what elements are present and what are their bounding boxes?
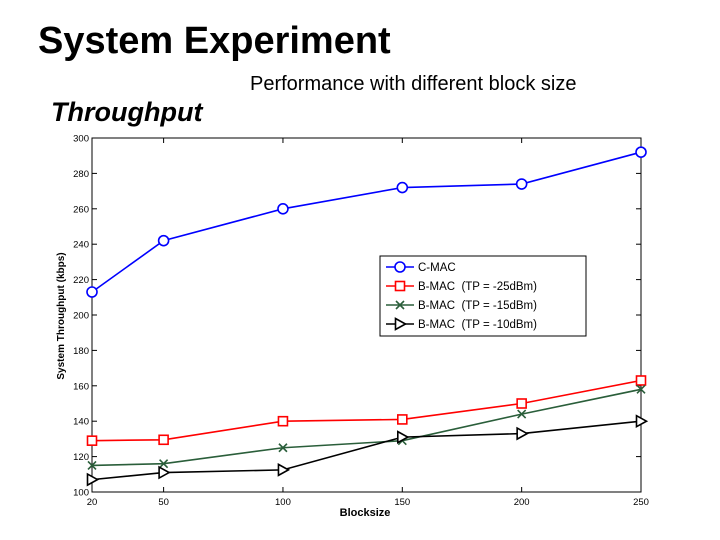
- data-point: [516, 426, 529, 441]
- legend-label: C-MAC: [418, 262, 456, 274]
- x-tick-label: 250: [633, 497, 649, 508]
- data-point: [86, 286, 98, 298]
- y-tick-label: 260: [73, 204, 89, 215]
- slide-title: System Experiment: [38, 20, 391, 62]
- legend-entry: B-MAC (TP = -25dBm): [386, 280, 537, 293]
- data-point: [394, 261, 406, 273]
- x-tick-label: 20: [87, 497, 98, 508]
- legend-entry: B-MAC (TP = -10dBm): [386, 317, 537, 331]
- data-point: [86, 472, 100, 487]
- data-point: [87, 460, 97, 471]
- data-point: [636, 384, 646, 394]
- data-point: [394, 317, 408, 331]
- data-point: [158, 434, 169, 446]
- series-line: [91, 388, 642, 467]
- data-point: [158, 465, 171, 480]
- series-1: [86, 146, 647, 298]
- y-tick-label: 300: [73, 134, 89, 145]
- data-point: [635, 146, 647, 158]
- legend-entry: C-MAC: [386, 261, 456, 274]
- data-point: [516, 398, 527, 409]
- series-line: [91, 379, 642, 442]
- y-tick-label: 160: [73, 381, 89, 392]
- x-tick-label: 200: [514, 497, 530, 508]
- slide-subtitle: Performance with different block size: [250, 73, 577, 95]
- data-point: [159, 459, 169, 469]
- series-4: [86, 414, 649, 487]
- section-title: Throughput: [51, 97, 203, 127]
- data-point: [277, 203, 289, 215]
- x-tick-label: 50: [158, 497, 169, 508]
- legend-box: [379, 255, 587, 337]
- legend-label: B-MAC (TP = -15dBm): [418, 300, 537, 312]
- y-tick-label: 240: [73, 240, 89, 251]
- y-axis-label: System Throughput (kbps): [56, 252, 67, 379]
- legend: C-MAC B-MAC (TP = -25dBm) B-MAC (TP = -15d…: [379, 255, 587, 337]
- data-point: [157, 234, 170, 247]
- series-layer: [86, 146, 649, 487]
- x-axis-label: Blocksize: [340, 507, 391, 519]
- y-tick-label: 200: [73, 311, 89, 322]
- data-point: [277, 463, 291, 477]
- y-tick-label: 180: [73, 346, 89, 357]
- series-line: [91, 151, 642, 293]
- data-point: [397, 414, 408, 425]
- y-tick-label: 120: [73, 452, 89, 463]
- data-point: [277, 415, 289, 427]
- x-tick-label: 150: [394, 497, 410, 508]
- data-point: [396, 181, 409, 194]
- y-tick-label: 220: [73, 275, 89, 286]
- x-tick-label: 100: [275, 497, 291, 508]
- data-point: [86, 435, 98, 446]
- legend-label: B-MAC (TP = -25dBm): [418, 281, 537, 293]
- y-tick-label: 140: [73, 417, 89, 428]
- data-point: [394, 280, 406, 292]
- data-point: [517, 409, 527, 419]
- x-axis: 20 50 100 150 200 250: [87, 138, 649, 508]
- legend-entry: B-MAC (TP = -15dBm): [386, 300, 537, 312]
- legend-label: B-MAC (TP = -10dBm): [418, 319, 537, 331]
- y-tick-label: 100: [73, 488, 89, 499]
- y-axis: 100 120 140 160 180 200 220 240 260 280 300: [73, 134, 641, 499]
- data-point: [397, 430, 410, 444]
- y-tick-label: 280: [73, 169, 89, 180]
- series-line: [91, 420, 642, 481]
- data-point: [395, 300, 405, 310]
- data-point: [635, 414, 649, 429]
- series-2: [86, 375, 647, 446]
- data-point: [635, 375, 647, 386]
- data-point: [278, 443, 288, 453]
- data-point: [515, 178, 528, 190]
- series-3: [87, 384, 646, 471]
